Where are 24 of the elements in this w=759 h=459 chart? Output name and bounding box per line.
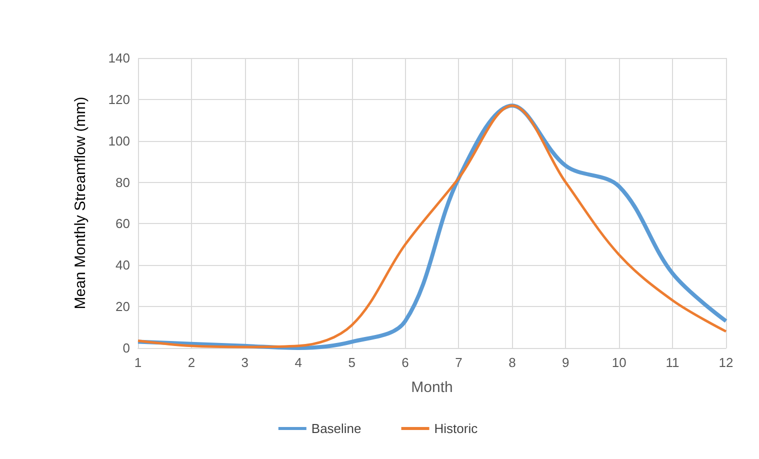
y-axis-title: Mean Monthly Streamflow (mm)	[72, 96, 89, 310]
x-tick-label: 9	[562, 355, 570, 370]
x-tick-label: 10	[612, 355, 626, 370]
x-tick-label: 11	[666, 355, 680, 370]
x-tick-label: 2	[188, 355, 196, 370]
y-tick-label: 100	[108, 133, 130, 148]
y-tick-label: 0	[122, 340, 130, 356]
y-tick-label: 20	[116, 299, 130, 314]
y-tick-label: 120	[108, 92, 130, 107]
y-tick-label: 40	[116, 258, 130, 273]
x-tick-label: 8	[508, 355, 516, 370]
y-tick-label: 80	[116, 174, 130, 190]
y-tick-label: 60	[116, 216, 130, 232]
legend-label: Baseline	[311, 421, 362, 436]
y-tick-label: 140	[108, 50, 130, 66]
legend-label: Historic	[434, 421, 478, 436]
x-tick-label: 7	[455, 355, 462, 370]
x-axis-title: Month	[411, 379, 453, 396]
x-tick-label: 1	[134, 355, 142, 370]
x-tick-label: 3	[241, 355, 249, 370]
x-tick-label: 5	[348, 355, 356, 370]
x-tick-label: 6	[402, 355, 409, 370]
x-tick-label: 12	[718, 355, 734, 370]
x-tick-label: 4	[294, 355, 302, 370]
